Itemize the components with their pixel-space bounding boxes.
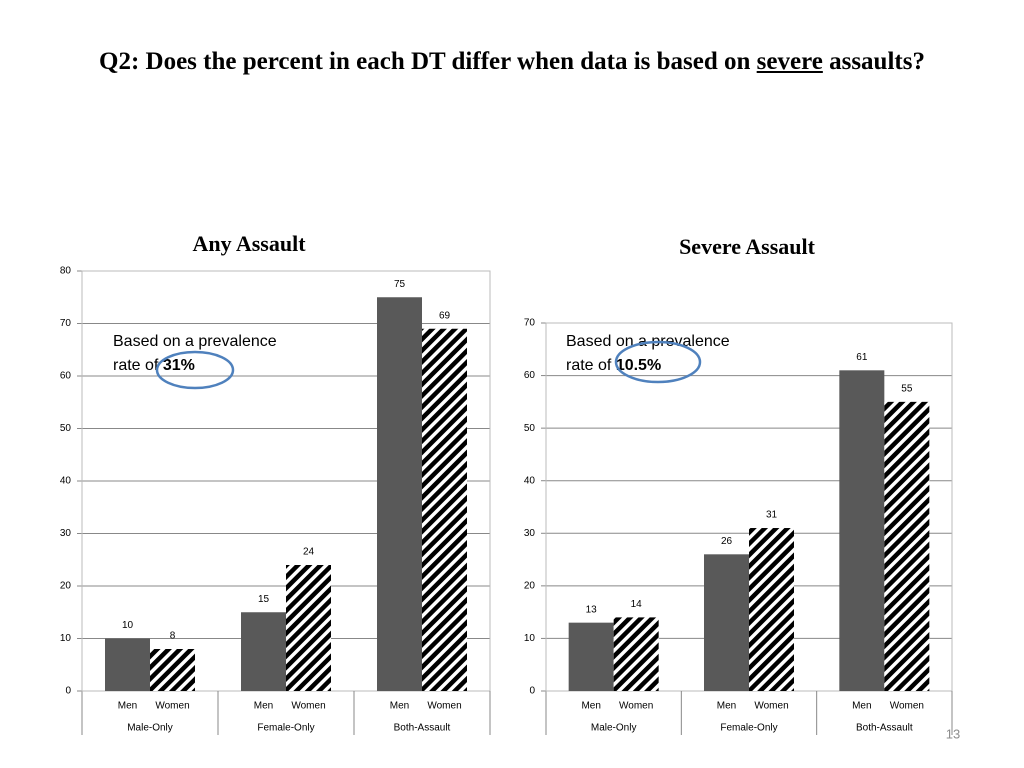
y-tick-label: 30	[60, 528, 72, 539]
x-group-label: Both-Assault	[856, 723, 913, 734]
bar	[613, 617, 659, 691]
series-label: Women	[619, 701, 653, 712]
data-label: 24	[303, 547, 315, 558]
y-tick-label: 50	[524, 423, 536, 434]
bar	[839, 370, 885, 691]
series-label: Women	[890, 701, 924, 712]
annotation: rate of 31%	[113, 357, 195, 374]
x-group-label: Female-Only	[257, 723, 314, 734]
bar	[286, 565, 331, 691]
series-label: Women	[155, 701, 189, 712]
series-label: Men	[254, 701, 273, 712]
data-label: 75	[394, 279, 406, 290]
bar	[749, 528, 794, 691]
data-label: 61	[856, 352, 868, 363]
x-group-label: Female-Only	[720, 723, 777, 734]
y-tick-label: 10	[524, 633, 536, 644]
data-label: 26	[721, 536, 733, 547]
y-tick-label: 60	[524, 370, 536, 381]
annotation-highlight: 31%	[163, 357, 195, 374]
series-label: Women	[754, 701, 788, 712]
chart-title: Any Assault	[192, 231, 306, 256]
x-group-label: Male-Only	[591, 723, 637, 734]
data-label: 10	[122, 620, 134, 631]
x-group-label: Both-Assault	[394, 723, 451, 734]
y-tick-label: 80	[60, 266, 72, 277]
series-label: Men	[390, 701, 409, 712]
bar	[377, 297, 422, 691]
annotation-text: rate of	[566, 357, 612, 374]
annotation: Based on a prevalence	[113, 333, 277, 350]
y-tick-label: 20	[524, 580, 536, 591]
bar	[704, 554, 749, 691]
bar	[568, 622, 614, 691]
y-tick-label: 40	[60, 476, 72, 487]
y-tick-label: 60	[60, 371, 72, 382]
series-label: Women	[427, 701, 461, 712]
y-tick-label: 10	[60, 633, 72, 644]
y-tick-label: 70	[60, 318, 72, 329]
data-label: 8	[170, 631, 176, 642]
series-label: Women	[291, 701, 325, 712]
y-tick-label: 70	[524, 318, 536, 329]
data-label: 31	[766, 510, 778, 521]
bar	[105, 638, 150, 691]
data-label: 13	[586, 604, 598, 615]
annotation-text: Based on a prevalence	[113, 333, 277, 350]
annotation-text: rate of	[113, 357, 159, 374]
y-tick-label: 0	[65, 686, 71, 697]
series-label: Men	[118, 701, 137, 712]
title-emphasis: severe	[756, 48, 823, 75]
bar	[884, 401, 930, 691]
slide-title: Q2: Does the percent in each DT differ w…	[0, 48, 1024, 76]
data-label: 15	[258, 594, 270, 605]
data-label: 55	[901, 383, 913, 394]
bar	[241, 612, 286, 691]
y-tick-label: 20	[60, 581, 72, 592]
annotation: rate of 10.5%	[566, 357, 661, 374]
y-tick-label: 50	[60, 423, 72, 434]
highlight-circle	[614, 340, 702, 384]
highlight-circle	[155, 350, 235, 390]
series-label: Men	[852, 701, 871, 712]
data-label: 14	[631, 599, 643, 610]
title-text: Q2: Does the percent in each DT differ w…	[99, 48, 751, 75]
x-group-label: Male-Only	[127, 723, 173, 734]
series-label: Men	[581, 701, 600, 712]
bar	[422, 328, 467, 691]
data-label: 69	[439, 310, 451, 321]
bar	[150, 649, 195, 691]
y-tick-label: 0	[529, 686, 535, 697]
chart-title: Severe Assault	[679, 234, 816, 259]
title-text: assaults?	[829, 48, 925, 75]
y-tick-label: 30	[524, 528, 536, 539]
annotation-highlight: 10.5%	[616, 357, 661, 374]
series-label: Men	[717, 701, 736, 712]
page-number: 13	[946, 726, 960, 741]
y-tick-label: 40	[524, 475, 536, 486]
